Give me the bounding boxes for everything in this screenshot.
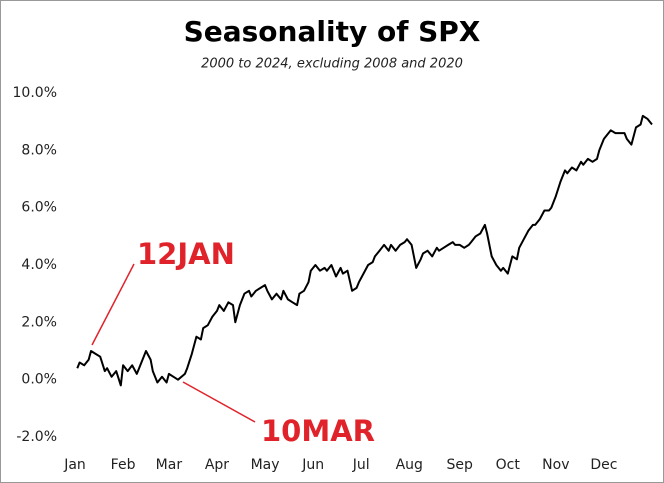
- x-tick-label: Sep: [446, 457, 473, 473]
- x-tick-label: Apr: [205, 457, 229, 473]
- annotation: 10MAR: [261, 414, 375, 448]
- x-tick-label: Feb: [111, 457, 136, 473]
- x-tick-label: May: [251, 457, 280, 473]
- line: [76, 114, 653, 387]
- x-tick-label: Mar: [156, 457, 183, 473]
- y-tick-label: 2.0%: [21, 314, 57, 330]
- annotation: 12JAN: [137, 237, 235, 271]
- chart-subtitle: 2000 to 2024, excluding 2008 and 2020: [201, 57, 463, 72]
- y-tick-label: -2.0%: [16, 429, 57, 445]
- x-tick-label: Dec: [590, 457, 617, 473]
- x-tick-label: Jan: [63, 457, 86, 473]
- y-tick-label: 4.0%: [21, 257, 57, 273]
- x-tick-label: Nov: [542, 457, 569, 473]
- y-tick-label: 0.0%: [21, 372, 57, 388]
- x-tick-label: Aug: [396, 457, 423, 473]
- x-tick-label: Oct: [496, 457, 521, 473]
- annotation-leader: [91, 263, 135, 346]
- y-tick-label: 10.0%: [13, 85, 57, 101]
- annotation-leader: [182, 381, 256, 423]
- x-tick-label: Jul: [352, 457, 370, 473]
- y-tick-label: 8.0%: [21, 142, 57, 158]
- x-tick-label: Jun: [301, 457, 324, 473]
- y-tick-label: 6.0%: [21, 200, 57, 216]
- chart-title: Seasonality of SPX: [184, 15, 481, 48]
